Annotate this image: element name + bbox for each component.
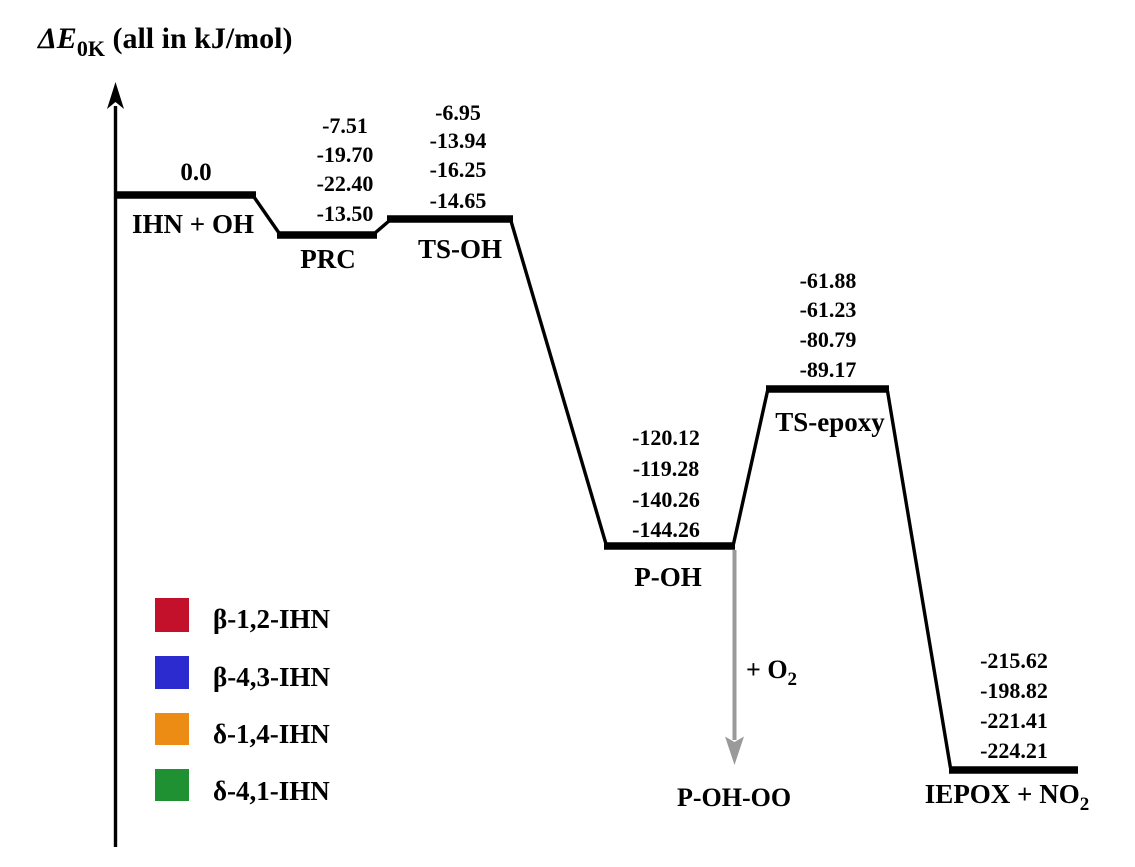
value-ts-epoxy-delta41: -89.17: [800, 357, 857, 382]
station-label-iepox: IEPOX + NO2: [925, 779, 1089, 815]
branch-arrowhead-icon: [725, 736, 744, 765]
value-ts-epoxy-beta43: -61.23: [800, 297, 857, 322]
connector-ts-oh-p-oh: [509, 220, 608, 545]
value-ts-epoxy-beta12: -61.88: [800, 268, 857, 293]
value-iepox-delta41: -224.21: [980, 738, 1048, 763]
branch-label-main: + O: [746, 655, 788, 684]
axis-title-subscript: 0K: [77, 36, 105, 61]
station-label-iepox-subscript: 2: [1080, 794, 1090, 815]
station-label-iepox-main: IEPOX + NO: [925, 779, 1080, 809]
connector-ts-epoxy-iepox: [885, 390, 953, 769]
legend-label-delta41: δ-4,1-IHN: [213, 776, 330, 806]
legend-label-beta43: β-4,3-IHN: [213, 662, 330, 692]
connector-p-oh-ts-epoxy: [731, 390, 770, 545]
value-p-oh-beta12: -120.12: [632, 425, 700, 450]
branch-label-subscript: 2: [788, 669, 798, 690]
branch-product-label: P-OH-OO: [677, 783, 791, 812]
value-ts-oh-beta43: -13.94: [430, 128, 487, 153]
legend-label-delta14: δ-1,4-IHN: [213, 719, 330, 749]
station-label-ts-oh: TS-OH: [418, 234, 502, 264]
value-iepox-beta43: -198.82: [980, 678, 1048, 703]
value-iepox-delta14: -221.41: [980, 708, 1048, 733]
value-iepox-beta12: -215.62: [980, 648, 1048, 673]
legend-label-beta12: β-1,2-IHN: [213, 604, 330, 634]
station-label-p-oh: P-OH: [634, 562, 702, 592]
value-p-oh-delta14: -140.26: [632, 487, 700, 512]
legend-swatch-beta12: [155, 598, 189, 632]
axis-title-symbol: ΔE: [37, 22, 77, 55]
branch-label: + O2: [746, 655, 797, 690]
connector-reactants-prc: [252, 196, 281, 234]
connector-prc-ts-oh: [373, 219, 391, 235]
station-label-ts-epoxy: TS-epoxy: [775, 407, 885, 437]
legend-swatch-beta43: [155, 656, 189, 689]
reference-value-label: 0.0: [180, 159, 211, 186]
legend-swatch-delta14: [155, 713, 189, 745]
value-ts-oh-beta12: -6.95: [435, 100, 481, 125]
value-prc-beta12: -7.51: [322, 113, 368, 138]
value-p-oh-delta41: -144.26: [632, 517, 700, 542]
axis-title: ΔE0K (all in kJ/mol): [37, 22, 292, 61]
value-p-oh-beta43: -119.28: [633, 456, 700, 481]
value-prc-delta14: -22.40: [317, 171, 374, 196]
value-prc-beta43: -19.70: [317, 142, 374, 167]
value-ts-oh-delta14: -16.25: [430, 157, 487, 182]
value-ts-epoxy-delta14: -80.79: [800, 327, 857, 352]
axis-title-units: (all in kJ/mol): [105, 22, 293, 55]
y-axis-arrowhead-icon: [107, 82, 124, 109]
station-label-reactants: IHN + OH: [132, 209, 254, 239]
value-ts-oh-delta41: -14.65: [430, 188, 487, 213]
legend-swatch-delta41: [155, 769, 189, 801]
value-prc-delta41: -13.50: [317, 201, 374, 226]
station-label-prc: PRC: [300, 244, 356, 274]
